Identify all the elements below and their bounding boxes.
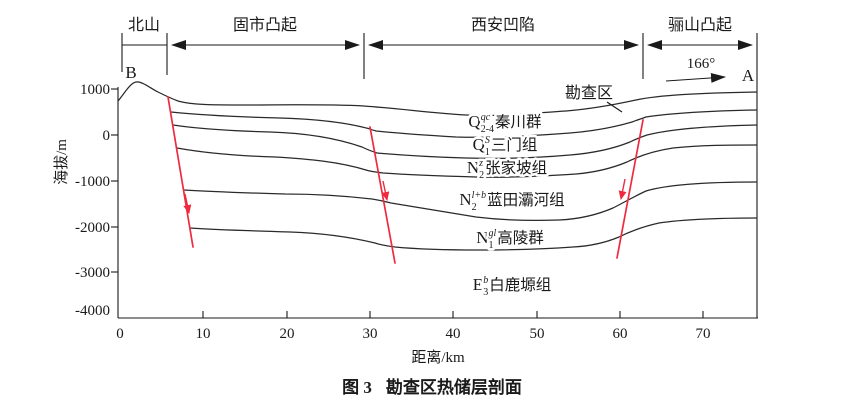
stratum-boundary-zhangjiapo-base (176, 144, 758, 178)
unit-label-gushi-uplift: 固市凸起 (233, 16, 297, 34)
stratum-boundary-gaoling-base (189, 217, 758, 251)
stratum-label-qinchuan: Q2-4qc 秦川群 (468, 112, 541, 135)
axes: 1000 0 -1000 -2000 -3000 -4000 海拔/m 0 10… (53, 33, 758, 366)
tectonic-unit-bar: 北山 固市凸起 西安凹陷 骊山凸起 (121, 16, 753, 79)
x-tick-label: 20 (280, 326, 295, 342)
figure-caption: 图 3 勘查区热储层剖面 (342, 377, 522, 397)
stratum-boundary-lantianbahe-base (183, 181, 758, 221)
stratum-label-gaoling: N1gl高陵群 (476, 228, 544, 251)
y-tick-label: 0 (103, 128, 111, 144)
y-tick-label: -1000 (75, 174, 110, 190)
stratum-boundary-sanmen-base (172, 124, 758, 159)
stratum-boundary-qinchuan-base (170, 109, 758, 138)
x-tick-label: 60 (613, 326, 628, 342)
x-axis-title: 距离/km (411, 349, 465, 366)
x-tick-label: 30 (363, 326, 378, 342)
faults (167, 96, 644, 264)
strata-labels: Q2-4qc 秦川群 Q1S三门组 N2z 张家坡组 N2l+b蓝田灞河组 N1gl… (457, 110, 567, 301)
stratum-label-lantianbahe: N2l+b蓝田灞河组 (459, 190, 564, 213)
fault-line-3 (616, 119, 644, 259)
fault-1-downthrow-arrow-icon (183, 193, 192, 214)
bearing-value: 166° (687, 56, 716, 72)
stratum-label-bailuyuan: E3b白鹿塬组 (473, 275, 551, 298)
y-tick-label: 1000 (80, 82, 110, 98)
unit-label-beishan: 北山 (128, 16, 160, 34)
section-end-a: A (742, 66, 755, 85)
y-tick-label: -3000 (75, 265, 110, 281)
x-tick-label: 50 (530, 326, 545, 342)
fault-2-downthrow-arrow-icon (381, 180, 390, 201)
survey-area-leader-line (606, 101, 623, 113)
x-tick-label: 40 (446, 326, 461, 342)
strata-boundary-curves (117, 81, 758, 251)
bearing-group: 166° (665, 56, 726, 83)
fault-3-downthrow-arrow-icon (618, 178, 627, 200)
x-tick-label: 10 (196, 326, 211, 342)
fault-line-1 (167, 96, 194, 248)
survey-area-label: 勘查区 (565, 84, 613, 102)
y-tick-label: -4000 (75, 303, 110, 319)
y-tick-label: -2000 (75, 220, 110, 236)
x-tick-label: 0 (116, 326, 124, 342)
survey-area-annotation: 勘查区 (563, 82, 623, 113)
ground-surface-curve (117, 81, 758, 117)
bearing-arrow-icon (665, 72, 726, 83)
y-axis-title: 海拔/m (53, 139, 70, 185)
stratum-label-zhangjiapo: N2z 张家坡组 (467, 158, 547, 181)
section-end-b: B (125, 63, 136, 82)
stratum-label-sanmen: Q1S三门组 (473, 135, 538, 158)
unit-label-xian-depression: 西安凹陷 (471, 16, 535, 34)
unit-label-lishan-uplift: 骊山凸起 (668, 16, 732, 34)
x-tick-label: 70 (696, 326, 711, 342)
